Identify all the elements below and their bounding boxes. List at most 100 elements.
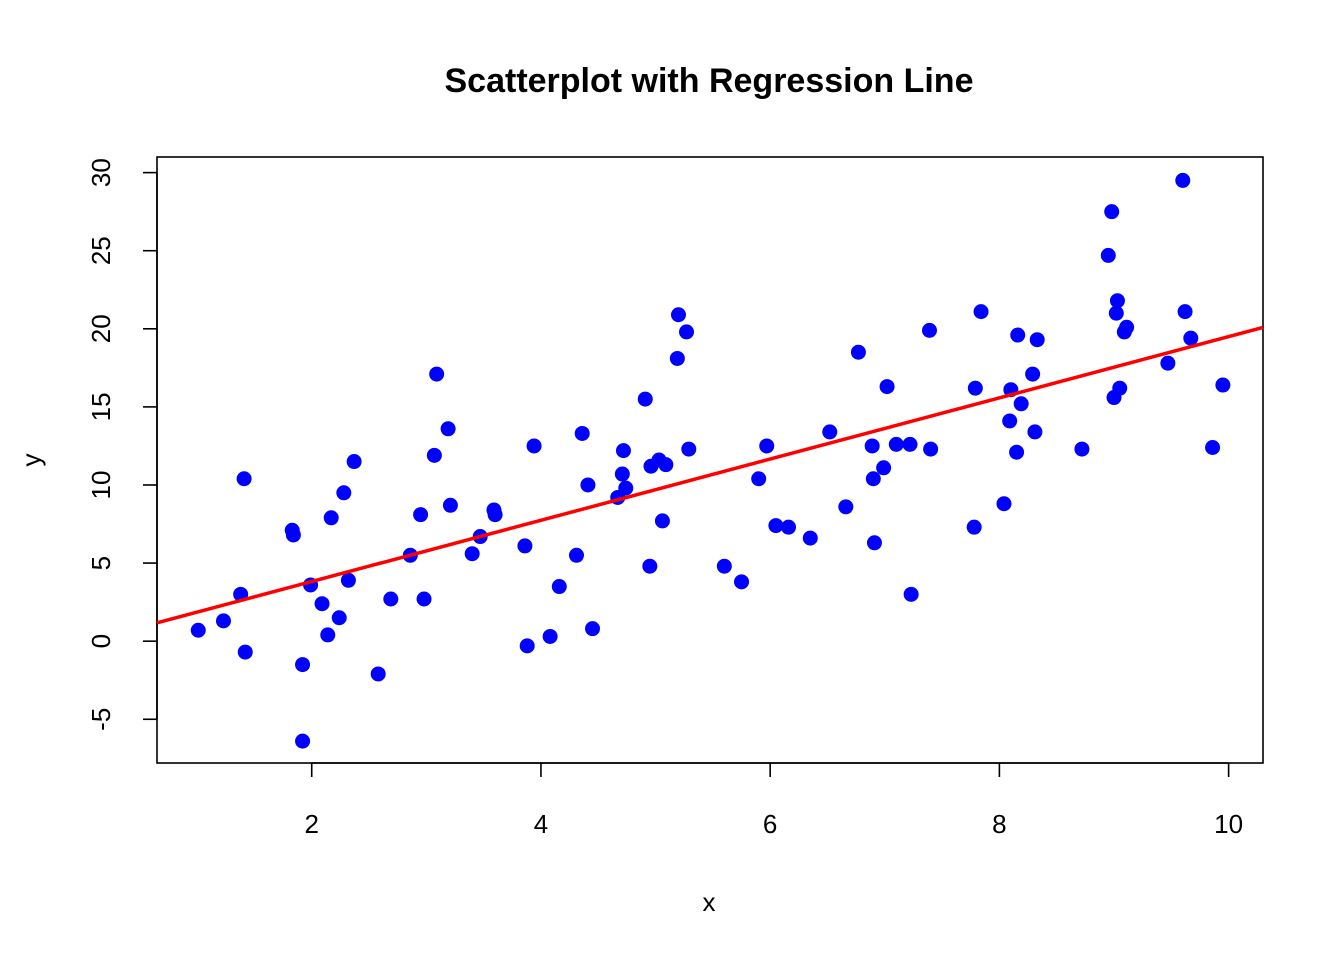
data-point [1104,204,1120,220]
data-point [802,530,818,546]
data-point [966,519,982,535]
data-point [1119,319,1135,335]
y-tick-label: 5 [86,556,116,570]
data-point [866,535,882,551]
data-point [383,591,399,607]
data-point [1160,355,1176,371]
data-point [1175,172,1191,188]
x-tick-label: 2 [304,809,318,839]
x-tick-label: 6 [763,809,777,839]
data-point [236,471,252,487]
data-point [921,322,937,338]
y-tick-label: 20 [86,314,116,343]
data-point [442,497,458,513]
data-point [551,579,567,595]
data-point [1177,304,1193,320]
x-tick-label: 8 [992,809,1006,839]
data-point [879,379,895,395]
data-point [429,366,445,382]
regression-line [156,325,1264,625]
x-tick-label: 10 [1214,809,1243,839]
data-point [295,733,311,749]
data-point [679,324,695,340]
data-point [1183,330,1199,346]
data-point [1009,444,1025,460]
data-point [215,613,231,629]
data-point [781,519,797,535]
data-point [1027,424,1043,440]
data-point [323,510,339,526]
data-point [440,421,456,437]
data-point [642,558,658,574]
data-point [1112,380,1128,396]
data-point [320,627,336,643]
data-point [574,425,590,441]
data-point [413,507,429,523]
data-point [295,657,311,673]
x-tick-label: 4 [534,809,548,839]
data-point [237,644,253,660]
data-point [1013,396,1029,412]
data-point [1108,305,1124,321]
data-point [1002,413,1018,429]
data-point [864,438,880,454]
y-tick-label: 30 [86,158,116,187]
data-point [526,438,542,454]
y-axis-label: y [16,454,46,467]
data-point [340,572,356,588]
plot-area [156,172,1264,749]
data-point [314,596,330,612]
data-point [1010,327,1026,343]
plot-frame [156,156,1264,764]
data-point [1205,440,1221,456]
data-point [654,513,670,529]
data-point [903,586,919,602]
data-point [519,638,535,654]
data-point [1029,332,1045,348]
data-point [637,391,653,407]
data-point [923,441,939,457]
data-point [1100,247,1116,263]
data-point [416,591,432,607]
data-point [751,471,767,487]
data-point [615,443,631,459]
data-point [585,621,601,637]
data-point [1215,377,1231,393]
y-tick-label: 15 [86,392,116,421]
y-tick-label: 25 [86,236,116,265]
data-point [580,477,596,493]
data-point [370,666,386,682]
data-point [1109,293,1125,309]
data-point [822,424,838,440]
data-point [487,507,503,523]
data-point [285,527,301,543]
data-point [670,307,686,323]
data-point [759,438,775,454]
data-point [734,574,750,590]
chart-title: Scatterplot with Regression Line [445,62,974,100]
data-point [336,485,352,501]
data-point [346,454,362,470]
data-point [542,628,558,644]
data-point [1074,441,1090,457]
data-point [888,436,904,452]
data-point [973,304,989,320]
data-point [768,518,784,534]
x-axis: 2 4 6 8 10 [304,762,1243,839]
y-tick-label: -5 [86,708,116,731]
y-axis: -5 0 5 10 15 20 25 30 [86,158,158,731]
y-tick-label: 0 [86,634,116,648]
x-axis-label: x [703,887,716,917]
data-point [658,457,674,473]
data-point [850,344,866,360]
data-point [716,558,732,574]
data-point [614,466,630,482]
data-point [190,622,206,638]
data-point [865,471,881,487]
data-point [967,380,983,396]
data-point [464,546,480,562]
data-point [902,436,918,452]
y-tick-label: 10 [86,471,116,500]
data-point [876,460,892,476]
